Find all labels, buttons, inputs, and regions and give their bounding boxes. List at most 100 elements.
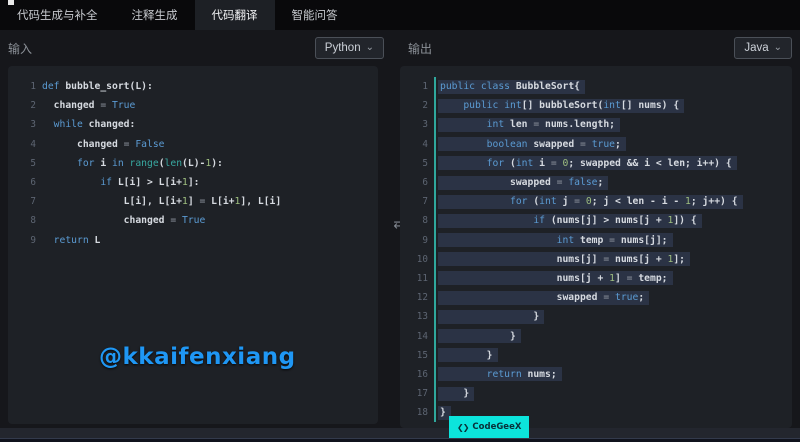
- bottom-strip: [0, 428, 800, 438]
- code-line: 5 for (int i = 0; swapped && i < len; i+…: [400, 153, 792, 173]
- code-line: 1 def bubble_sort(L):: [8, 77, 378, 96]
- line-number: 13: [416, 311, 428, 323]
- code-line: 9 return L: [8, 231, 378, 250]
- code-text: changed = True: [42, 100, 136, 112]
- code-text: int len = nums.length;: [434, 115, 621, 135]
- output-code: 1 public class BubbleSort{2 public int[] …: [400, 77, 792, 423]
- line-number: 2: [30, 100, 36, 112]
- code-line: 6 swapped = false;: [400, 172, 792, 193]
- line-number: 6: [422, 177, 428, 189]
- chevron-down-icon: ⌄: [773, 42, 782, 53]
- codegeex-badge[interactable]: ❮❯ CodeGeeX: [449, 416, 530, 438]
- window-artifact: [8, 0, 14, 5]
- code-line: 1 public class BubbleSort{: [400, 77, 792, 97]
- code-text: public int[] bubbleSort(int[] nums) {: [434, 96, 685, 116]
- code-text: changed = False: [42, 138, 165, 150]
- code-text: }: [434, 345, 498, 365]
- code-text: if L[i] > L[i+1]:: [100, 177, 200, 189]
- code-line: 7 for (int j = 0; j < len - i - 1; j++) …: [400, 192, 792, 212]
- line-number: 14: [416, 330, 428, 342]
- code-line: 6 if L[i] > L[i+1]:: [8, 173, 378, 192]
- line-number: 6: [30, 177, 36, 189]
- line-number: 18: [416, 407, 428, 419]
- code-text: for (int i = 0; swapped && i < len; i++)…: [434, 153, 737, 173]
- line-number: 17: [416, 388, 428, 400]
- line-number: 5: [30, 157, 36, 169]
- line-number: 4: [422, 138, 428, 150]
- code-line: 8 if (nums[j] > nums[j + 1]) {: [400, 211, 792, 231]
- code-line: 12 swapped = true;: [400, 288, 792, 308]
- code-line: 7 L[i], L[i+1] = L[i+1], L[i]: [8, 192, 378, 211]
- codegeex-badge-label: CodeGeeX: [472, 422, 522, 432]
- tab-qa[interactable]: 智能问答: [291, 8, 338, 22]
- code-text: def bubble_sort(L):: [42, 81, 153, 93]
- code-text: }: [434, 307, 545, 327]
- code-line: 16 return nums;: [400, 364, 792, 384]
- code-text: return nums;: [434, 364, 562, 384]
- code-line: 3 while changed:: [8, 115, 378, 134]
- code-line: 13 }: [400, 307, 792, 327]
- output-code-editor[interactable]: 1 public class BubbleSort{2 public int[] …: [400, 66, 792, 428]
- tab-bar: 代码生成与补全 注释生成 代码翻译 智能问答: [0, 0, 800, 30]
- code-line: 15 }: [400, 345, 792, 365]
- code-text: int temp = nums[j];: [434, 230, 673, 250]
- code-line: 14 }: [400, 326, 792, 346]
- line-number: 15: [416, 349, 428, 361]
- line-number: 9: [422, 234, 428, 246]
- output-panel-label: 输出: [408, 41, 433, 56]
- code-text: public class BubbleSort{: [434, 77, 586, 97]
- toolbar: 输入 Python ⌄ 输出 Java ⌄: [0, 30, 800, 66]
- line-number: 8: [422, 215, 428, 227]
- line-number: 16: [416, 368, 428, 380]
- code-line: 18}: [400, 403, 792, 423]
- watermark: @kkaifenxiang: [99, 344, 296, 370]
- line-number: 10: [416, 253, 428, 265]
- code-line: 4 boolean swapped = true;: [400, 134, 792, 154]
- code-text: }: [434, 384, 475, 404]
- input-language-value: Python: [324, 42, 361, 54]
- line-number: 1: [30, 81, 36, 93]
- tab-comment[interactable]: 注释生成: [131, 8, 178, 22]
- line-number: 9: [30, 234, 36, 246]
- code-line: 11 nums[j + 1] = temp;: [400, 268, 792, 289]
- input-code-editor[interactable]: 1 def bubble_sort(L): 2 changed = True 3 wh…: [8, 66, 378, 424]
- code-text: }: [434, 326, 521, 346]
- tab-codegen[interactable]: 代码生成与补全: [17, 8, 98, 22]
- code-text: boolean swapped = true;: [434, 134, 626, 154]
- code-text: for (int j = 0; j < len - i - 1; j++) {: [434, 192, 743, 212]
- code-text: while changed:: [53, 119, 136, 131]
- code-text: nums[j + 1] = temp;: [434, 268, 673, 289]
- bottom-edge: [0, 438, 800, 442]
- code-text: L[i], L[i+1] = L[i+1], L[i]: [42, 196, 282, 208]
- code-line: 2 changed = True: [8, 96, 378, 115]
- tab-translate[interactable]: 代码翻译: [194, 0, 275, 30]
- output-language-dropdown[interactable]: Java ⌄: [734, 37, 792, 59]
- line-number: 5: [422, 157, 428, 169]
- line-number: 11: [416, 272, 428, 284]
- input-code: 1 def bubble_sort(L): 2 changed = True 3 wh…: [8, 77, 378, 250]
- chevron-down-icon: ⌄: [365, 42, 374, 53]
- code-text: }: [434, 403, 451, 423]
- code-line: 3 int len = nums.length;: [400, 115, 792, 135]
- line-number: 4: [30, 138, 36, 150]
- line-number: 1: [422, 81, 428, 93]
- line-number: 8: [30, 215, 36, 227]
- code-text: changed = True: [42, 215, 206, 227]
- code-line: 10 nums[j] = nums[j + 1];: [400, 249, 792, 269]
- line-number: 7: [30, 196, 36, 208]
- codegeex-logo-icon: ❮❯: [457, 422, 469, 432]
- code-text: nums[j] = nums[j + 1];: [434, 249, 690, 269]
- code-line: 17 }: [400, 384, 792, 404]
- code-line: 2 public int[] bubbleSort(int[] nums) {: [400, 96, 792, 116]
- code-line: 4 changed = False: [8, 135, 378, 154]
- code-line: 5 for i in range(len(L)-1):: [8, 154, 378, 173]
- input-language-dropdown[interactable]: Python ⌄: [314, 37, 384, 59]
- code-text: swapped = false;: [434, 172, 609, 193]
- code-text: swapped = true;: [434, 288, 650, 308]
- code-line: 8 changed = True: [8, 211, 378, 230]
- input-panel-label: 输入: [8, 41, 33, 56]
- output-toolbar: 输出 Java ⌄: [392, 37, 800, 59]
- code-text: if (nums[j] > nums[j + 1]) {: [434, 211, 702, 231]
- line-number: 3: [422, 119, 428, 131]
- line-number: 2: [422, 100, 428, 112]
